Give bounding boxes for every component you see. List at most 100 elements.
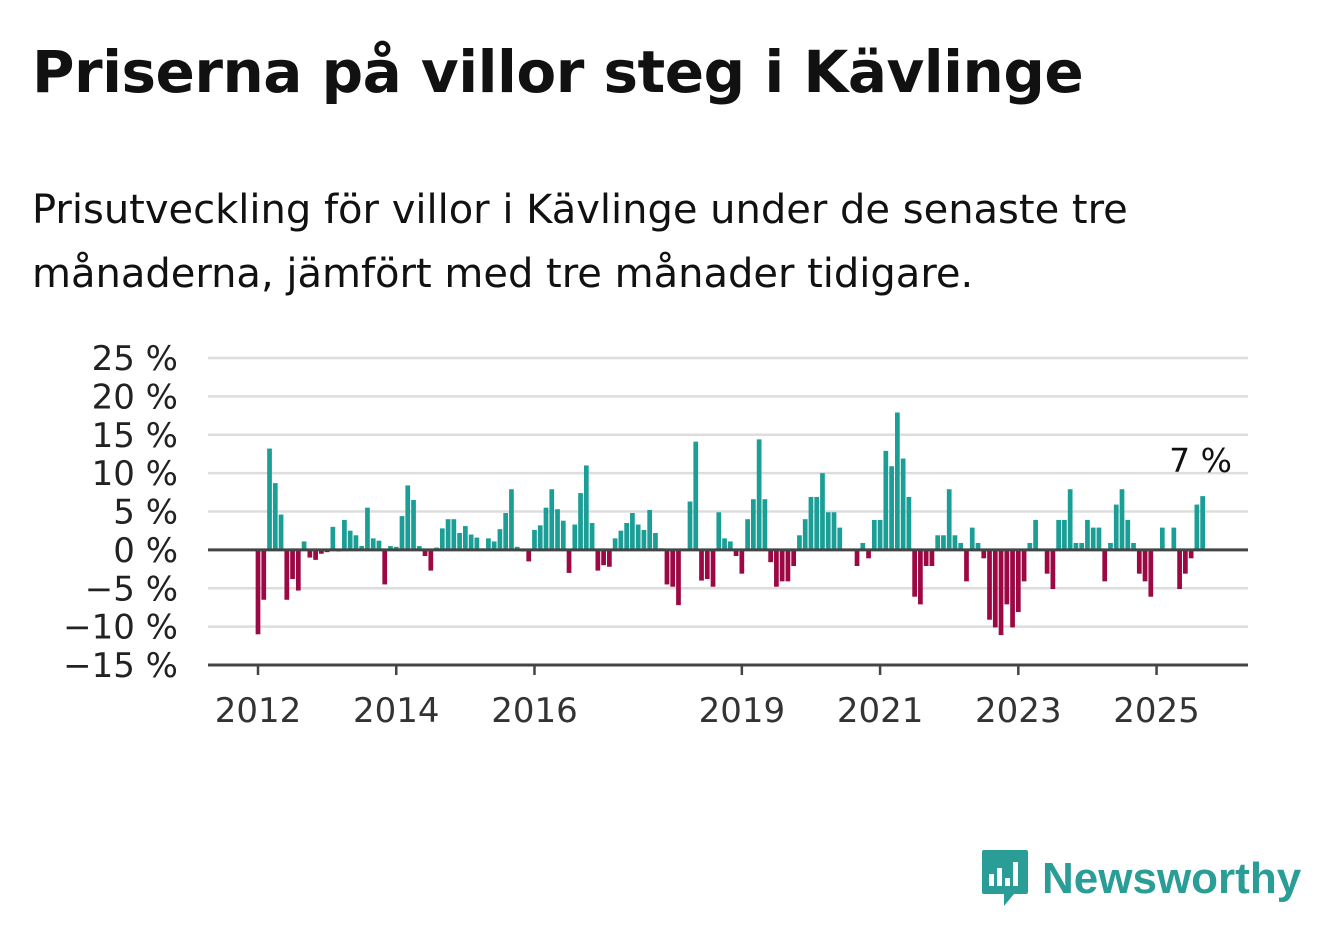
- bar: [727, 541, 733, 550]
- bar: [549, 489, 555, 550]
- x-axis-ticks: 2012 2014 2016 2019 2021 2023 2025: [215, 665, 1200, 731]
- chart-title: Priserna på villor steg i Kävlinge: [32, 38, 1084, 106]
- bar: [912, 549, 917, 597]
- bar: [1148, 549, 1154, 597]
- bar: [866, 549, 871, 559]
- bar: [716, 512, 722, 550]
- bar: [653, 532, 658, 550]
- bar: [445, 519, 451, 550]
- bar: [601, 549, 606, 566]
- bar: [1102, 549, 1108, 582]
- bar: [1056, 519, 1061, 550]
- bar: [439, 528, 445, 550]
- bar: [1010, 549, 1015, 628]
- bar: [486, 538, 491, 550]
- bar: [981, 549, 987, 559]
- bar: [860, 542, 866, 550]
- bar: [820, 473, 825, 550]
- bar: [630, 513, 635, 550]
- bar: [814, 496, 820, 550]
- chart-subtitle: Prisutveckling för villor i Kävlinge und…: [32, 187, 1128, 297]
- bar: [710, 549, 716, 587]
- bar: [583, 465, 589, 550]
- bar: [831, 512, 837, 550]
- bar: [871, 519, 877, 550]
- bar: [370, 538, 376, 550]
- bar: [353, 535, 359, 550]
- bar: [745, 519, 750, 550]
- y-tick-label: −10 %: [63, 608, 178, 648]
- bar: [889, 466, 894, 550]
- y-tick-label: 20 %: [92, 377, 178, 417]
- bar: [693, 441, 699, 550]
- bar: [342, 519, 347, 550]
- bar: [774, 549, 779, 587]
- bar: [1050, 549, 1056, 590]
- bar: [797, 535, 802, 550]
- bar: [457, 532, 462, 550]
- bar: [687, 501, 693, 550]
- brand-name: Newsworthy: [1042, 854, 1302, 903]
- last-value-label: 7 %: [1169, 441, 1232, 480]
- bar: [307, 549, 313, 558]
- y-tick-label: 5 %: [113, 493, 178, 533]
- bar: [670, 549, 676, 587]
- bar: [1108, 542, 1113, 550]
- bar: [883, 450, 889, 550]
- bar: [1004, 549, 1010, 605]
- bar: [543, 507, 549, 550]
- bar: [751, 499, 756, 550]
- bar: [837, 527, 843, 550]
- bar: [935, 535, 941, 550]
- bar: [319, 549, 324, 554]
- y-tick-label: −15 %: [63, 646, 178, 686]
- bar: [463, 526, 468, 550]
- bar: [1131, 542, 1136, 550]
- bar: [612, 538, 618, 550]
- bar: [595, 549, 601, 571]
- bar: [560, 520, 566, 550]
- bar: [825, 512, 831, 550]
- bar: [624, 523, 629, 550]
- bar: [382, 549, 388, 585]
- bar: [1113, 504, 1119, 550]
- bar: [267, 448, 272, 550]
- bar: [739, 549, 745, 574]
- y-tick-label: −5 %: [85, 569, 178, 609]
- bar: [1027, 542, 1033, 550]
- bar: [1067, 489, 1073, 550]
- bar: [503, 513, 509, 550]
- bar: [399, 516, 405, 550]
- newsworthy-icon: [982, 850, 1028, 906]
- bar: [537, 525, 543, 550]
- bar: [428, 549, 434, 571]
- bar: [779, 549, 785, 582]
- bar: [969, 527, 975, 550]
- bar: [635, 524, 641, 550]
- bar: [589, 523, 595, 550]
- bar: [808, 496, 814, 550]
- bar: [704, 549, 710, 580]
- bar: [923, 549, 929, 566]
- bar: [1136, 549, 1142, 574]
- bar-chart: 25 %20 %15 %10 %5 %0 %−5 %−10 %−15 % 201…: [63, 339, 1248, 731]
- bar: [1142, 549, 1148, 582]
- bar: [929, 549, 935, 566]
- bar: [365, 507, 370, 550]
- y-tick-label: 25 %: [92, 339, 178, 379]
- bar: [1188, 549, 1194, 559]
- bar: [733, 549, 739, 557]
- bar: [699, 549, 704, 581]
- bar: [416, 546, 422, 550]
- bars: [255, 412, 1205, 636]
- bar: [964, 549, 969, 582]
- bar: [313, 549, 318, 560]
- bar: [284, 549, 290, 600]
- bar: [987, 549, 992, 620]
- bar: [722, 538, 727, 550]
- bar: [618, 530, 624, 550]
- y-tick-label: 10 %: [92, 454, 178, 494]
- bar: [497, 529, 503, 550]
- x-tick-label: 2012: [215, 691, 302, 731]
- bar: [906, 496, 912, 550]
